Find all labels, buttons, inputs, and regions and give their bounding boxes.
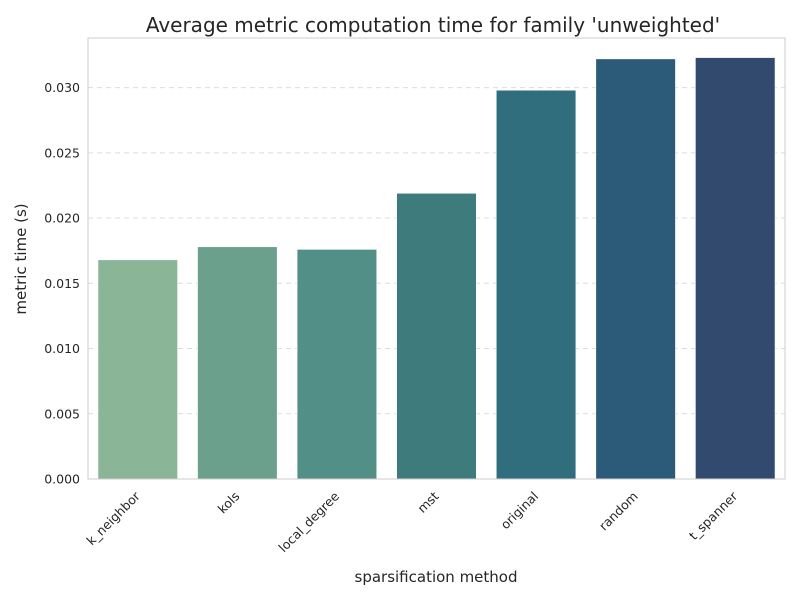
y-axis-label: metric time (s): [12, 203, 30, 314]
y-tick-label: 0.025: [44, 145, 80, 160]
y-tick-label: 0.005: [44, 406, 80, 421]
x-tick-label: t_spanner: [686, 488, 741, 543]
y-tick-label: 0.020: [44, 211, 80, 226]
bar-mst: [396, 192, 477, 480]
bar-k-neighbor: [97, 259, 178, 480]
x-tick-label: kols: [215, 489, 243, 517]
plot-frame: [87, 37, 786, 480]
x-tick-labels: k_neighbor kols local_degree mst original ran…: [83, 488, 741, 555]
bars: [97, 57, 776, 480]
y-tick-labels: 0.000 0.005 0.010 0.015 0.020 0.025 0.030: [44, 80, 80, 486]
bar-original: [495, 89, 577, 480]
x-tick-label: k_neighbor: [83, 488, 143, 548]
bar-t-spanner: [695, 57, 776, 480]
x-tick-label: original: [498, 489, 542, 533]
x-tick-label: mst: [414, 488, 441, 515]
y-tick-label: 0.000: [44, 472, 80, 487]
y-tick-label: 0.010: [44, 341, 80, 356]
x-tick-label: random: [596, 489, 641, 534]
x-axis-label: sparsification method: [355, 568, 518, 586]
bar-kols: [197, 246, 278, 480]
bar-local-degree: [296, 249, 378, 480]
x-tick-label: local_degree: [275, 488, 342, 555]
y-tick-label: 0.030: [44, 80, 80, 95]
chart-title: Average metric computation time for fami…: [146, 13, 720, 37]
bar-random: [595, 58, 676, 480]
y-tick-label: 0.015: [44, 276, 80, 291]
